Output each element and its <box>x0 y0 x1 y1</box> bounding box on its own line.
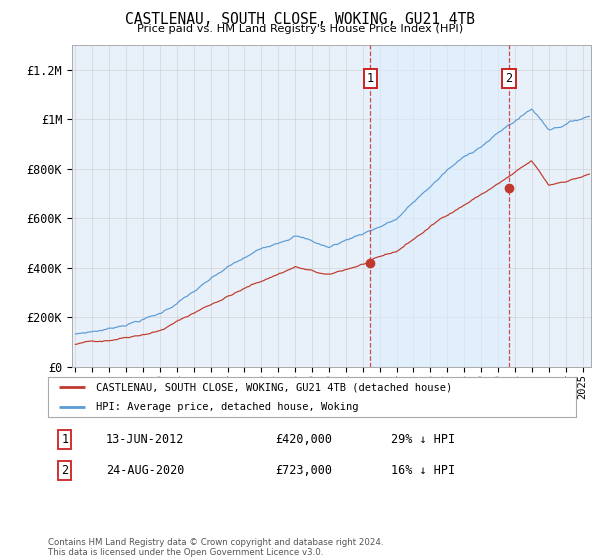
Text: 1: 1 <box>367 72 374 85</box>
Text: 2: 2 <box>505 72 512 85</box>
Text: 2: 2 <box>61 464 68 477</box>
Text: CASTLENAU, SOUTH CLOSE, WOKING, GU21 4TB (detached house): CASTLENAU, SOUTH CLOSE, WOKING, GU21 4TB… <box>95 382 452 393</box>
Text: 16% ↓ HPI: 16% ↓ HPI <box>391 464 455 477</box>
Bar <box>370 45 509 367</box>
Text: 24-AUG-2020: 24-AUG-2020 <box>106 464 184 477</box>
Text: Price paid vs. HM Land Registry's House Price Index (HPI): Price paid vs. HM Land Registry's House … <box>137 24 463 34</box>
Text: 29% ↓ HPI: 29% ↓ HPI <box>391 432 455 446</box>
Text: HPI: Average price, detached house, Woking: HPI: Average price, detached house, Woki… <box>95 402 358 412</box>
Text: £723,000: £723,000 <box>275 464 332 477</box>
Text: 1: 1 <box>61 432 68 446</box>
Text: 13-JUN-2012: 13-JUN-2012 <box>106 432 184 446</box>
Text: CASTLENAU, SOUTH CLOSE, WOKING, GU21 4TB: CASTLENAU, SOUTH CLOSE, WOKING, GU21 4TB <box>125 12 475 27</box>
Text: £420,000: £420,000 <box>275 432 332 446</box>
Text: Contains HM Land Registry data © Crown copyright and database right 2024.
This d: Contains HM Land Registry data © Crown c… <box>48 538 383 557</box>
